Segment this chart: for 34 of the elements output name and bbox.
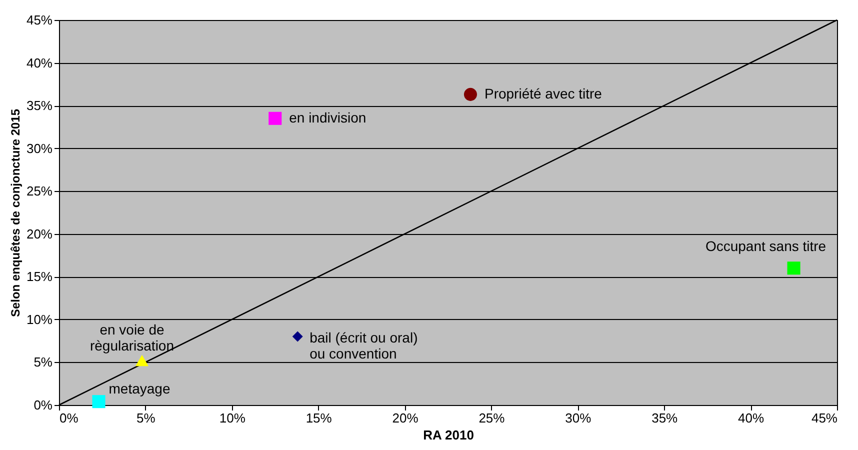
x-tick-label: 10% [219, 410, 246, 426]
series-label: en voie de règularisation [90, 322, 174, 354]
point [268, 112, 282, 125]
x-tick-label: 45% [811, 410, 838, 426]
y-axis-title: Selon enquêtes de conjoncture 2015 [8, 108, 22, 318]
y-tick-label: 45% [26, 12, 53, 28]
series-label: metayage [108, 380, 170, 397]
y-tick-label: 35% [26, 98, 53, 114]
x-tick-label: 30% [565, 410, 592, 426]
y-tick-label: 0% [34, 398, 53, 412]
series-label: Propriété avec titre [484, 85, 602, 102]
point [135, 354, 149, 366]
x-tick-label: 15% [306, 410, 332, 426]
x-tick-label: 35% [652, 410, 678, 426]
y-tick-label: 15% [26, 269, 53, 284]
y-tick-label: 40% [26, 55, 53, 70]
series-label: en indivision [289, 109, 366, 126]
x-tick-label: 40% [738, 410, 764, 426]
y-tick-label: 25% [26, 184, 53, 199]
x-axis-title: RA 2010 [423, 428, 474, 442]
y-tick-label: 10% [26, 312, 53, 327]
series-label: bail (écrit ou oral) ou convention [310, 330, 418, 362]
y-tick-label: 30% [26, 140, 53, 156]
x-tick-label: 0% [60, 410, 79, 426]
x-tick-label: 20% [392, 410, 419, 426]
y-tick-label: 20% [26, 226, 53, 242]
point [464, 88, 477, 101]
point [292, 331, 303, 342]
y-tick-label: 5% [34, 354, 53, 370]
x-tick-label: 25% [478, 410, 506, 426]
point [92, 395, 106, 408]
point [787, 262, 800, 275]
x-tick-label: 5% [136, 410, 156, 426]
series-label: Occupant sans titre [705, 238, 826, 254]
